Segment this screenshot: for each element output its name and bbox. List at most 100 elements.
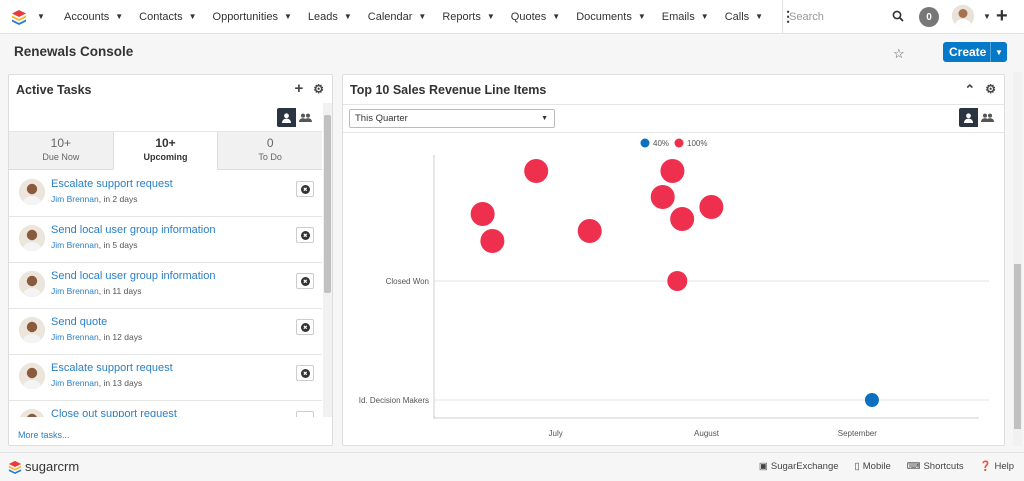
avatar (952, 5, 974, 27)
scrollbar-thumb[interactable] (1014, 264, 1021, 429)
close-task-button[interactable] (296, 365, 314, 381)
list-item: Send local user group information Jim Br… (9, 263, 322, 309)
data-point (524, 159, 549, 183)
chevron-down-icon[interactable]: ▼ (418, 12, 427, 21)
task-name-link[interactable]: Close out support request (51, 408, 177, 417)
assignee-link[interactable]: Jim Brennan (51, 194, 99, 204)
avatar (19, 225, 45, 251)
chevron-down-icon[interactable]: ▼ (343, 12, 352, 21)
y-tick-label: Closed Won (386, 277, 429, 286)
close-task-button[interactable] (296, 227, 314, 243)
avatar (19, 317, 45, 343)
chevron-down-icon[interactable]: ▼ (283, 12, 292, 21)
page-scrollbar[interactable] (1013, 72, 1022, 446)
close-icon (300, 184, 310, 194)
task-list-scrollbar[interactable] (323, 103, 332, 417)
chevron-down-icon[interactable]: ▼ (486, 12, 495, 21)
tab-due-now[interactable]: 10+ Due Now (42, 136, 80, 162)
data-point (650, 185, 675, 209)
active-tasks-dashlet: Active Tasks + ⚙ 10+ Due Now 10+ Upcomin… (8, 74, 333, 446)
gear-icon[interactable]: ⚙ (313, 82, 324, 96)
app-logo-menu[interactable]: ▼ (0, 0, 56, 34)
quick-create-plus-icon[interactable]: + (996, 5, 1008, 27)
nav-item-calls[interactable]: Calls ▼ (724, 10, 764, 23)
chevron-down-icon[interactable]: ▼ (990, 42, 1007, 62)
my-items-user-icon[interactable] (277, 108, 296, 127)
task-name-link[interactable]: Send local user group information (51, 224, 216, 236)
my-items-user-icon[interactable] (959, 108, 978, 127)
assignee-link[interactable]: Jim Brennan (51, 286, 99, 296)
legend-swatch (640, 138, 650, 148)
chevron-down-icon[interactable]: ▼ (188, 12, 197, 21)
view-toggle (277, 108, 315, 127)
nav-item-contacts[interactable]: Contacts ▼ (139, 10, 197, 23)
mobile-link[interactable]: ▯ Mobile (854, 461, 891, 472)
close-task-button[interactable] (296, 273, 314, 289)
nav-item-quotes[interactable]: Quotes ▼ (510, 10, 561, 23)
close-icon (300, 368, 310, 378)
collapse-chevron-up-icon[interactable]: ⌃ (964, 82, 976, 97)
nav-item-accounts[interactable]: Accounts ▼ (64, 10, 124, 23)
sugarcrm-logo[interactable]: sugarcrm (8, 459, 79, 474)
close-icon (300, 230, 310, 240)
assignee-link[interactable]: Jim Brennan (51, 240, 99, 250)
task-name-link[interactable]: Send quote (51, 316, 108, 328)
nav-item-calendar[interactable]: Calendar ▼ (367, 10, 427, 23)
help-link[interactable]: ❓ Help (979, 461, 1014, 472)
search-icon[interactable] (892, 10, 904, 22)
legend-label: 100% (687, 139, 707, 148)
nav-item-leads[interactable]: Leads ▼ (307, 10, 352, 23)
data-point (667, 271, 688, 291)
dashlet-tools: + ⚙ (294, 80, 324, 97)
module-tabs: Accounts ▼ Contacts ▼ Opportunities ▼ Leads… (56, 0, 805, 34)
close-task-button[interactable] (296, 181, 314, 197)
nav-item-opportunities[interactable]: Opportunities ▼ (212, 10, 292, 23)
team-users-icon[interactable] (978, 108, 997, 127)
search-input[interactable] (789, 11, 889, 23)
sugarexchange-link[interactable]: ▣ SugarExchange (758, 461, 839, 472)
task-name-link[interactable]: Escalate support request (51, 362, 173, 374)
task-name-link[interactable]: Send local user group information (51, 270, 216, 282)
chevron-down-icon[interactable]: ▼ (552, 12, 561, 21)
nav-item-emails[interactable]: Emails ▼ (661, 10, 709, 23)
dashlet-title: Active Tasks (16, 83, 92, 97)
nav-item-reports[interactable]: Reports ▼ (442, 10, 495, 23)
chevron-down-icon[interactable]: ▼ (700, 12, 709, 21)
close-task-button[interactable] (296, 319, 314, 335)
user-menu[interactable]: ▼ (952, 5, 991, 27)
shortcuts-link[interactable]: ⌨ Shortcuts (906, 461, 964, 472)
data-point (577, 219, 602, 243)
dashlet-title: Top 10 Sales Revenue Line Items (350, 82, 547, 97)
close-icon (300, 322, 310, 332)
assignee-link[interactable]: Jim Brennan (51, 332, 99, 342)
favorite-star-icon[interactable]: ☆ (893, 46, 905, 61)
close-task-button[interactable] (296, 411, 314, 417)
chevron-down-icon[interactable]: ▼ (637, 12, 646, 21)
chevron-down-icon: ▼ (983, 11, 991, 21)
time-period-select[interactable]: This Quarter ▼ (349, 109, 555, 128)
legend-swatch (674, 138, 684, 148)
sugar-cube-icon (12, 9, 27, 25)
store-icon: ▣ (758, 461, 768, 472)
task-meta: Jim Brennan, in 13 days (51, 378, 143, 388)
avatar (19, 363, 45, 389)
scrollbar-thumb[interactable] (324, 115, 331, 293)
notifications-badge[interactable]: 0 (919, 7, 939, 27)
task-name-link[interactable]: Escalate support request (51, 178, 173, 190)
chevron-down-icon[interactable]: ▼ (755, 12, 764, 21)
assignee-link[interactable]: Jim Brennan (51, 378, 99, 388)
add-icon[interactable]: + (294, 80, 304, 97)
footer: sugarcrm ▣ SugarExchange ▯ Mobile ⌨ Shortcu… (0, 452, 1024, 481)
more-tasks-link[interactable]: More tasks... (18, 430, 70, 440)
task-list: Escalate support request Jim Brennan, in… (9, 171, 322, 417)
team-users-icon[interactable] (296, 108, 315, 127)
tab-upcoming[interactable]: 10+ Upcoming (112, 132, 219, 170)
tab-to-do[interactable]: 0 To Do (258, 136, 282, 162)
nav-item-documents[interactable]: Documents ▼ (576, 10, 646, 23)
chevron-down-icon[interactable]: ▼ (115, 12, 124, 21)
create-button[interactable]: Create ▼ (943, 42, 1007, 62)
view-toggle (959, 108, 997, 127)
gear-icon[interactable]: ⚙ (985, 82, 996, 96)
avatar (19, 179, 45, 205)
avatar (19, 271, 45, 297)
